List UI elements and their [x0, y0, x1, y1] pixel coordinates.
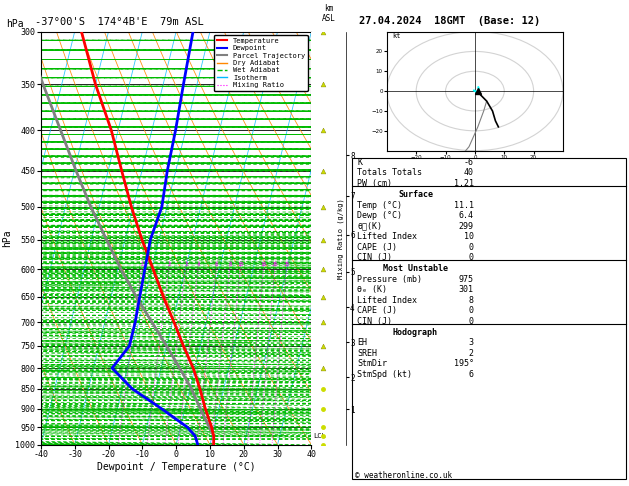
Text: km
ASL: km ASL [321, 4, 336, 23]
Text: Mixing Ratio (g/kg): Mixing Ratio (g/kg) [338, 198, 344, 278]
Text: CIN (J): CIN (J) [357, 316, 392, 326]
Text: SREH: SREH [357, 349, 377, 358]
Text: CAPE (J): CAPE (J) [357, 243, 398, 252]
Text: Surface: Surface [398, 190, 433, 199]
Text: 3: 3 [184, 262, 187, 267]
Text: 16: 16 [260, 262, 267, 267]
Text: 299: 299 [459, 222, 474, 231]
Text: 0: 0 [469, 253, 474, 262]
Text: 2: 2 [469, 349, 474, 358]
Text: 6.4: 6.4 [459, 211, 474, 220]
Text: 27.04.2024  18GMT  (Base: 12): 27.04.2024 18GMT (Base: 12) [359, 16, 540, 26]
Text: StmSpd (kt): StmSpd (kt) [357, 370, 412, 379]
Text: Totals Totals: Totals Totals [357, 168, 422, 177]
Text: -6: -6 [464, 158, 474, 167]
Text: hPa: hPa [6, 19, 24, 30]
Text: 8: 8 [228, 262, 231, 267]
Text: 6: 6 [215, 262, 218, 267]
Text: PW (cm): PW (cm) [357, 179, 392, 188]
Text: EH: EH [357, 338, 367, 347]
Text: θₑ (K): θₑ (K) [357, 285, 387, 295]
Text: 3: 3 [469, 338, 474, 347]
Text: 8: 8 [469, 295, 474, 305]
Text: Dewp (°C): Dewp (°C) [357, 211, 403, 220]
Text: θᴇ(K): θᴇ(K) [357, 222, 382, 231]
Text: 10: 10 [237, 262, 244, 267]
X-axis label: Dewpoint / Temperature (°C): Dewpoint / Temperature (°C) [97, 462, 255, 472]
Text: 0: 0 [469, 306, 474, 315]
Text: Lifted Index: Lifted Index [357, 295, 417, 305]
Text: 975: 975 [459, 275, 474, 284]
Text: 4: 4 [197, 262, 200, 267]
Text: LCL: LCL [313, 433, 326, 439]
Legend: Temperature, Dewpoint, Parcel Trajectory, Dry Adiabat, Wet Adiabat, Isotherm, Mi: Temperature, Dewpoint, Parcel Trajectory… [214, 35, 308, 91]
Text: 40: 40 [464, 168, 474, 177]
Text: kt: kt [392, 33, 401, 38]
Text: 1.21: 1.21 [454, 179, 474, 188]
Text: Hodograph: Hodograph [393, 328, 438, 337]
Text: Most Unstable: Most Unstable [383, 264, 448, 274]
Text: 25: 25 [283, 262, 290, 267]
Text: 6: 6 [469, 370, 474, 379]
Text: 1: 1 [140, 262, 143, 267]
Text: 195°: 195° [454, 359, 474, 368]
Text: -37°00'S  174°4B'E  79m ASL: -37°00'S 174°4B'E 79m ASL [35, 17, 203, 27]
Text: StmDir: StmDir [357, 359, 387, 368]
Text: CAPE (J): CAPE (J) [357, 306, 398, 315]
Y-axis label: hPa: hPa [3, 229, 13, 247]
Text: 20: 20 [272, 262, 278, 267]
Text: 11.1: 11.1 [454, 201, 474, 210]
Text: © weatheronline.co.uk: © weatheronline.co.uk [355, 471, 452, 480]
Text: 0: 0 [469, 316, 474, 326]
Text: 10: 10 [464, 232, 474, 241]
Text: 2: 2 [167, 262, 170, 267]
Text: 0: 0 [469, 243, 474, 252]
Text: Temp (°C): Temp (°C) [357, 201, 403, 210]
Text: Lifted Index: Lifted Index [357, 232, 417, 241]
Text: 301: 301 [459, 285, 474, 295]
Text: Pressure (mb): Pressure (mb) [357, 275, 422, 284]
Text: CIN (J): CIN (J) [357, 253, 392, 262]
Text: K: K [357, 158, 362, 167]
